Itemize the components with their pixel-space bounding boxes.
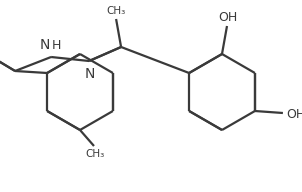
Text: H: H — [52, 39, 62, 52]
Text: N: N — [85, 67, 95, 81]
Text: CH₃: CH₃ — [107, 6, 126, 16]
Text: CH₃: CH₃ — [85, 149, 104, 159]
Text: N: N — [40, 38, 50, 52]
Text: OH: OH — [286, 108, 302, 121]
Text: OH: OH — [218, 11, 238, 24]
